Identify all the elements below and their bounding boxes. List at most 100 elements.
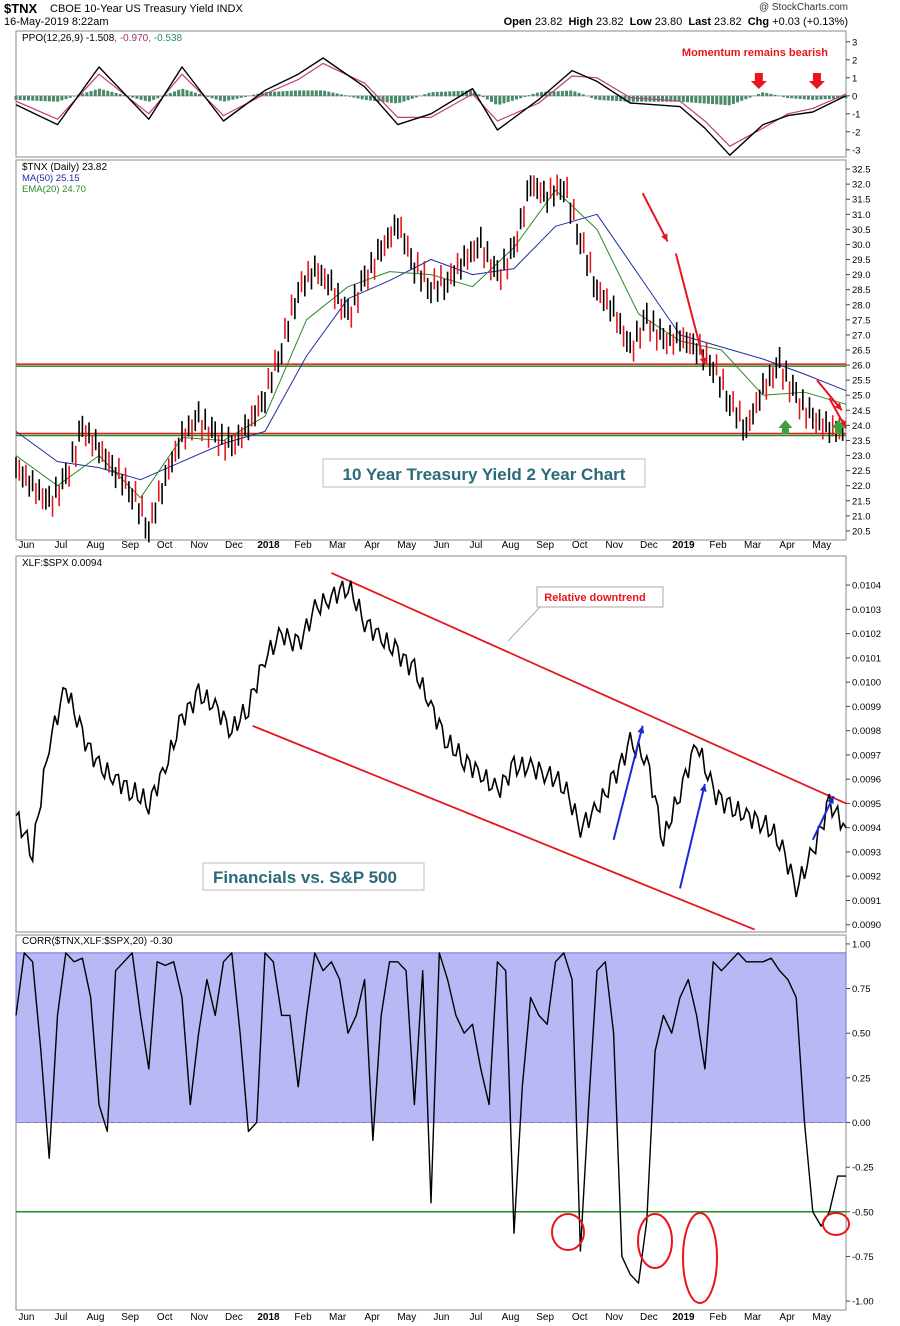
relative-strength-arrow-head xyxy=(827,796,834,805)
x-axis-label: Oct xyxy=(572,1312,588,1323)
y-tick-label-tnx: 32.0 xyxy=(852,180,871,191)
y-tick-label-corr: 0.00 xyxy=(852,1118,871,1129)
x-axis-label: Aug xyxy=(87,1312,105,1323)
ppo-histogram-bar xyxy=(389,95,393,103)
ppo-histogram-bar xyxy=(223,95,227,102)
ppo-histogram-bar xyxy=(410,95,414,99)
ppo-histogram-bar xyxy=(369,95,373,101)
y-tick-label-corr: 0.25 xyxy=(852,1073,871,1084)
ppo-histogram-bar xyxy=(711,95,715,105)
ppo-histogram-bar xyxy=(60,95,64,101)
ppo-histogram-bar xyxy=(39,95,43,101)
x-axis-label: Feb xyxy=(709,540,727,551)
ppo-histogram-bar xyxy=(464,90,468,97)
x-axis-label: Aug xyxy=(87,540,105,551)
y-tick-label-tnx: 31.5 xyxy=(852,195,871,206)
x-axis-label: Mar xyxy=(329,1312,347,1323)
ppo-histogram-bar xyxy=(627,95,631,102)
ppo-histogram-bar xyxy=(248,95,252,97)
x-axis-label: May xyxy=(812,540,831,551)
ppo-histogram-bar xyxy=(823,95,827,100)
callout-box xyxy=(536,586,664,608)
xlf-title: XLF:$SPX 0.0094 xyxy=(22,558,102,569)
x-axis-label: Oct xyxy=(157,1312,173,1323)
ppo-histogram-bar xyxy=(43,95,47,102)
y-tick-label-xlf: 0.0093 xyxy=(852,847,881,858)
y-tick-label-xlf: 0.0101 xyxy=(852,653,881,664)
ppo-histogram-bar xyxy=(477,94,481,97)
ppo-histogram-bar xyxy=(139,95,143,100)
y-tick-label-corr: 1.00 xyxy=(852,939,871,950)
ppo-histogram-bar xyxy=(277,91,281,97)
ppo-histogram-bar xyxy=(615,95,619,101)
last-value: 23.82 xyxy=(714,16,742,28)
ppo-histogram-bar xyxy=(131,95,135,98)
ppo-histogram-bar xyxy=(731,95,735,104)
ppo-histogram-bar xyxy=(456,91,460,97)
ppo-histogram-bar xyxy=(448,91,452,97)
ppo-histogram-bar xyxy=(439,91,443,97)
tnx-annotation: 10 Year Treasury Yield 2 Year Chart xyxy=(343,465,626,484)
y-tick-label-xlf: 0.0091 xyxy=(852,896,881,907)
ppo-histogram-bar xyxy=(314,90,318,97)
ppo-histogram-bar xyxy=(777,95,781,97)
ppo-histogram-bar xyxy=(806,95,810,100)
ppo-histogram-bar xyxy=(498,95,502,105)
divergence-circle xyxy=(551,1213,585,1251)
x-axis-label: 2018 xyxy=(257,540,280,551)
ppo-histogram-bar xyxy=(339,94,343,97)
x-axis-label: Jun xyxy=(18,540,34,551)
symbol: $TNX xyxy=(4,1,38,16)
y-tick-label-ppo: 2 xyxy=(852,55,857,66)
y-tick-label-corr: 0.75 xyxy=(852,984,871,995)
x-axis-label: Jul xyxy=(470,1312,483,1323)
y-tick-label-tnx: 27.0 xyxy=(852,330,871,341)
bullish-marker-head xyxy=(831,420,846,428)
ppo-histogram-bar xyxy=(481,95,485,98)
x-axis-label: Apr xyxy=(364,540,380,551)
y-tick-label-xlf: 0.0096 xyxy=(852,775,881,786)
y-tick-label-tnx: 31.0 xyxy=(852,210,871,221)
ppo-histogram-bar xyxy=(502,95,506,104)
ppo-histogram-bar xyxy=(168,93,172,97)
x-axis-label: May xyxy=(397,1312,416,1323)
ppo-histogram-bar xyxy=(293,90,297,97)
ppo-histogram-bar xyxy=(423,94,427,97)
x-axis-label: Feb xyxy=(294,1312,312,1323)
y-tick-label-tnx: 22.0 xyxy=(852,481,871,492)
ppo-histogram-bar xyxy=(185,90,189,97)
y-tick-label-ppo: 0 xyxy=(852,91,857,102)
ema20-line xyxy=(15,189,847,499)
ppo-histogram-bar xyxy=(831,95,835,99)
x-axis-label: Feb xyxy=(294,540,312,551)
divergence-circle xyxy=(822,1212,850,1236)
ppo-histogram-bar xyxy=(89,91,93,97)
tnx-trend-arrow-head xyxy=(834,402,842,411)
relative-strength-arrow xyxy=(612,725,644,841)
xlf-annotation-box xyxy=(202,862,425,891)
ppo-histogram-bar xyxy=(844,95,848,99)
x-axis-label: Sep xyxy=(121,540,139,551)
ppo-histogram-bar xyxy=(239,95,243,98)
ppo-histogram-bar xyxy=(348,95,352,97)
bearish-marker-head xyxy=(808,81,825,89)
ppo-histogram-bar xyxy=(590,95,594,98)
x-axis-label: Nov xyxy=(605,540,623,551)
ppo-histogram-bar xyxy=(631,95,635,102)
ppo-histogram-bar xyxy=(515,95,519,100)
ppo-histogram-bar xyxy=(27,95,31,101)
ppo-histogram-bar xyxy=(485,95,489,100)
ppo-histogram-bar xyxy=(360,95,364,100)
ppo-histogram-bar xyxy=(656,95,660,102)
ppo-histogram-bar xyxy=(706,95,710,104)
ppo-histogram-bar xyxy=(552,91,556,97)
ppo-histogram-bar xyxy=(56,95,60,102)
y-tick-label-tnx: 23.0 xyxy=(852,451,871,462)
x-axis-label: Jun xyxy=(433,540,449,551)
tnx-trend-arrow xyxy=(674,253,706,366)
y-tick-label-tnx: 30.5 xyxy=(852,225,871,236)
ppo-histogram-bar xyxy=(31,95,35,101)
ppo-annotation: Momentum remains bearish xyxy=(682,47,828,59)
ppo-histogram-bar xyxy=(681,95,685,102)
ppo-histogram-bar xyxy=(164,94,168,97)
